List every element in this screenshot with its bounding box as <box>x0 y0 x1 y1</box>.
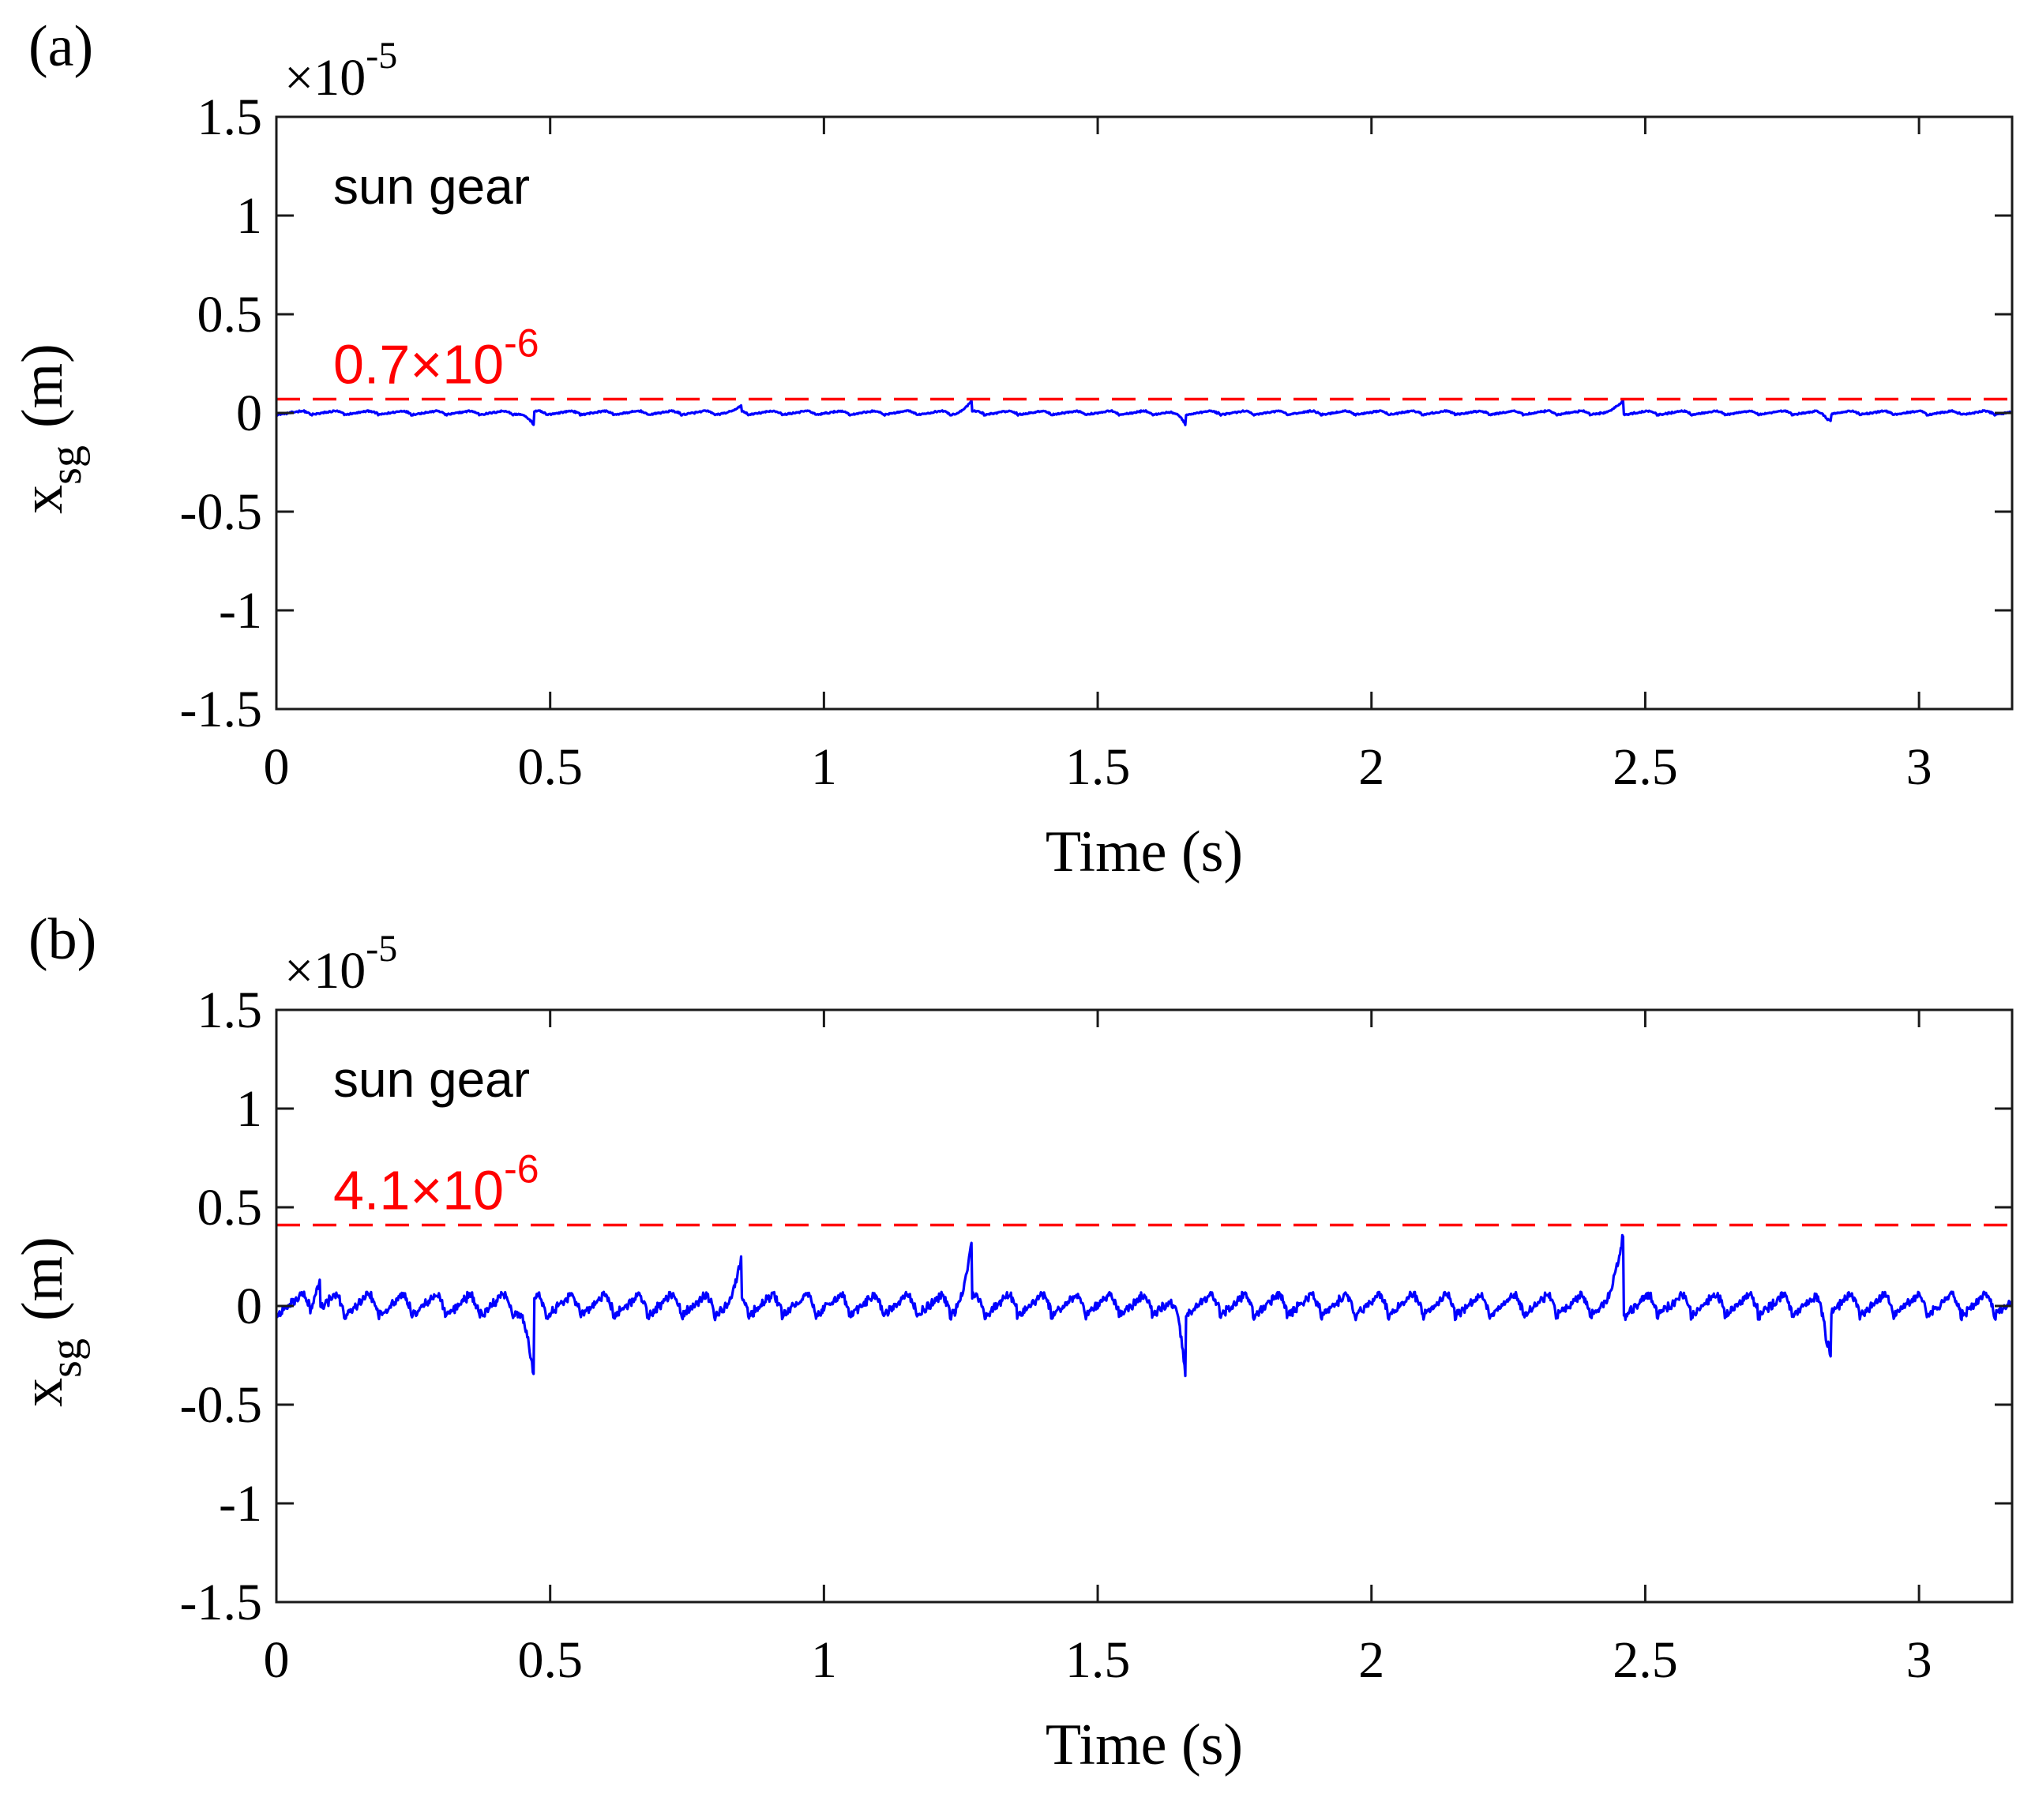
y-tick-label: 1.5 <box>197 981 263 1039</box>
x-tick-label: 0 <box>264 1631 290 1689</box>
y-tick-label: -1.5 <box>180 681 262 738</box>
chart-panel-b: (b) ×10-5 4.1×10-6 sun gear 0 0.5 1 1.5 2 2.5 3 1.5… <box>10 907 2014 1777</box>
y-tick-label: 1.5 <box>197 88 263 146</box>
threshold-label: 4.1×10-6 <box>333 1147 539 1221</box>
y-tick-label: -0.5 <box>180 1376 262 1434</box>
series-line-x-sg <box>276 399 2012 426</box>
x-axis-label: Time (s) <box>1046 1713 1243 1777</box>
y-tick-label: 0.5 <box>197 1179 263 1236</box>
x-tick-label: 2.5 <box>1613 738 1678 796</box>
x-axis-label: Time (s) <box>1046 820 1243 884</box>
y-tick-label: 1 <box>236 187 262 245</box>
x-tick-label: 1.5 <box>1065 1631 1131 1689</box>
x-tick-label: 2 <box>1358 738 1384 796</box>
y-tick-label: -1 <box>219 1475 262 1533</box>
y-tick-label: 0 <box>236 385 262 442</box>
x-tick-label: 3 <box>1906 1631 1932 1689</box>
y-tick-label: -0.5 <box>180 483 262 541</box>
y-tick-label: 0.5 <box>197 286 263 343</box>
y-tick-label: -1 <box>219 582 262 640</box>
axis-exponent-label: ×10-5 <box>284 35 397 107</box>
threshold-label: 0.7×10-6 <box>333 321 539 396</box>
axis-exponent-label: ×10-5 <box>284 928 397 1000</box>
y-tick-label: 0 <box>236 1278 262 1335</box>
x-tick-label: 0.5 <box>517 1631 583 1689</box>
x-tick-label: 1 <box>811 738 837 796</box>
x-tick-label: 2 <box>1358 1631 1384 1689</box>
panel-label: (a) <box>28 14 93 79</box>
annotation-sun-gear: sun gear <box>333 1051 530 1108</box>
panel-label: (b) <box>28 907 96 972</box>
panels: (a) ×10-5 0.7×10-6 sun gear 0 0.5 1 1.5 2 2.5 3 1.5… <box>10 14 2014 1777</box>
x-tick-label: 0 <box>264 738 290 796</box>
x-tick-label: 0.5 <box>517 738 583 796</box>
annotation-sun-gear: sun gear <box>333 158 530 215</box>
x-tick-label: 1.5 <box>1065 738 1131 796</box>
x-tick-label: 3 <box>1906 738 1932 796</box>
x-tick-label: 1 <box>811 1631 837 1689</box>
y-axis-label: xsg(m) <box>10 1236 91 1407</box>
series-line-x-sg <box>276 1233 2012 1378</box>
y-tick-label: 1 <box>236 1080 262 1138</box>
y-tick-label: -1.5 <box>180 1574 262 1631</box>
y-axis-label: xsg(m) <box>10 343 91 514</box>
x-tick-label: 2.5 <box>1613 1631 1678 1689</box>
chart-panel-a: (a) ×10-5 0.7×10-6 sun gear 0 0.5 1 1.5 2 2.5 3 1.5… <box>10 14 2014 884</box>
